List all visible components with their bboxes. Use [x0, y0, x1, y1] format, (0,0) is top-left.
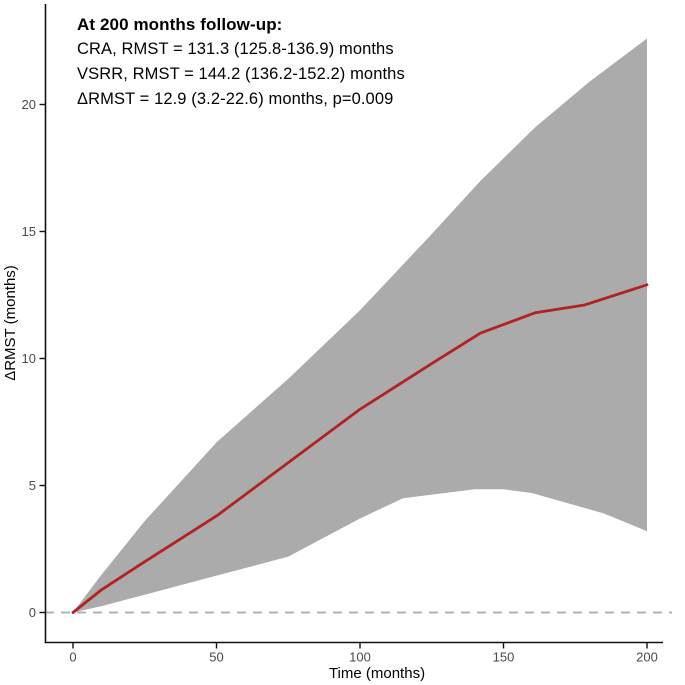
- annotation-line-vsrr: VSRR, RMST = 144.2 (136.2-152.2) months: [77, 65, 405, 83]
- y-axis-title: ΔRMST (months): [2, 265, 19, 381]
- delta-rmst-line: [71, 283, 649, 614]
- y-tick-label: 15: [22, 224, 36, 239]
- y-tick-label: 0: [29, 605, 36, 620]
- x-tick-label: 50: [209, 650, 223, 665]
- x-tick-label: 100: [349, 650, 371, 665]
- x-tick-label: 150: [493, 650, 515, 665]
- annotation-block: At 200 months follow-up: CRA, RMST = 131…: [77, 12, 405, 112]
- x-axis-ticks: 0 50 100 150 200: [69, 642, 658, 665]
- x-tick-label: 200: [636, 650, 658, 665]
- annotation-line-delta: ΔRMST = 12.9 (3.2-22.6) months, p=0.009: [77, 90, 394, 108]
- ci-band: [73, 38, 647, 613]
- annotation-title: At 200 months follow-up:: [77, 15, 283, 34]
- annotation-line-cra: CRA, RMST = 131.3 (125.8-136.9) months: [77, 40, 394, 58]
- y-tick-label: 5: [29, 478, 36, 493]
- y-tick-label: 10: [22, 351, 36, 366]
- y-axis-ticks: 0 5 10 15 20: [22, 97, 46, 620]
- y-tick-label: 20: [22, 97, 36, 112]
- x-axis-title: Time (months): [329, 665, 425, 682]
- x-tick-label: 0: [69, 650, 76, 665]
